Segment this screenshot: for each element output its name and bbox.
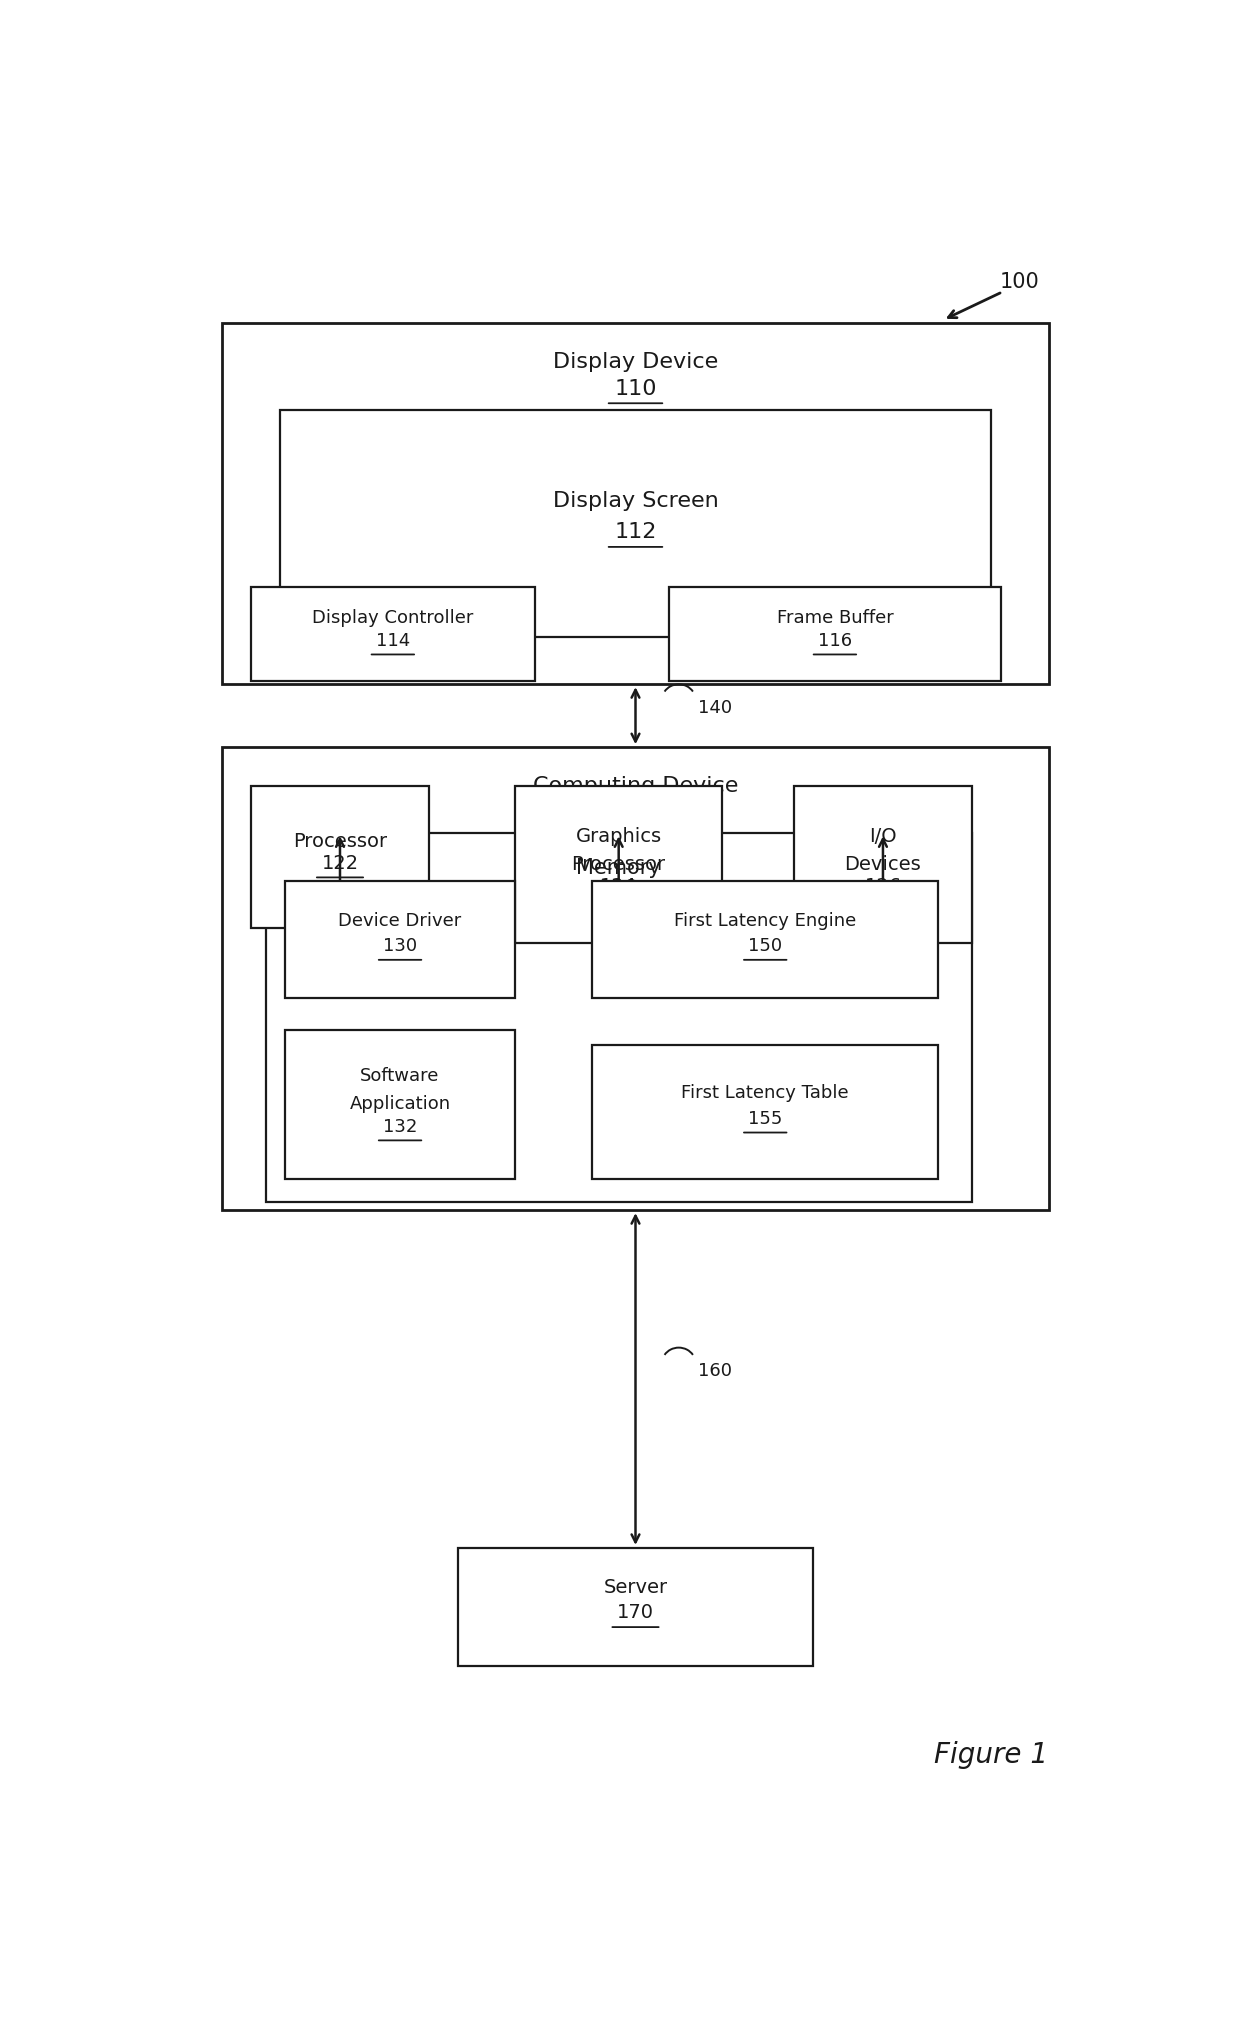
- Text: First Latency Engine: First Latency Engine: [675, 911, 857, 930]
- Bar: [285, 881, 516, 999]
- Text: 155: 155: [748, 1109, 782, 1128]
- Text: Processor: Processor: [572, 854, 666, 875]
- Text: I/O: I/O: [869, 828, 897, 846]
- Text: Device Driver: Device Driver: [339, 911, 461, 930]
- Text: 150: 150: [748, 938, 782, 954]
- Text: Graphics: Graphics: [575, 828, 662, 846]
- Text: Computing Device: Computing Device: [533, 777, 738, 797]
- Text: Server: Server: [604, 1578, 667, 1597]
- Bar: [265, 834, 972, 1203]
- Bar: [516, 787, 722, 944]
- Text: 124: 124: [600, 877, 637, 897]
- Text: Figure 1: Figure 1: [934, 1741, 1048, 1770]
- Text: 110: 110: [614, 379, 657, 398]
- Text: First Latency Table: First Latency Table: [682, 1085, 849, 1103]
- Text: 132: 132: [383, 1117, 417, 1136]
- Bar: [250, 787, 429, 928]
- Text: Application: Application: [350, 1095, 450, 1113]
- Text: 126: 126: [864, 877, 901, 897]
- Text: Frame Buffer: Frame Buffer: [776, 610, 893, 628]
- Bar: [593, 1046, 939, 1179]
- Text: Display Screen: Display Screen: [553, 491, 718, 512]
- Text: 114: 114: [376, 632, 410, 650]
- Bar: [670, 587, 1001, 681]
- Bar: [458, 1548, 813, 1666]
- Text: 160: 160: [698, 1362, 732, 1380]
- Text: 140: 140: [698, 699, 732, 718]
- Text: Display Device: Display Device: [553, 353, 718, 373]
- Text: Display Controller: Display Controller: [312, 610, 474, 628]
- Text: 116: 116: [818, 632, 852, 650]
- Bar: [250, 587, 534, 681]
- Bar: [222, 746, 1049, 1211]
- Bar: [222, 322, 1049, 685]
- Text: 170: 170: [618, 1603, 653, 1623]
- Bar: [593, 881, 939, 999]
- Text: 120: 120: [614, 803, 657, 822]
- Text: 100: 100: [999, 273, 1040, 292]
- Text: 130: 130: [383, 938, 417, 954]
- Text: Memory: Memory: [577, 858, 661, 879]
- Text: Software: Software: [361, 1066, 440, 1085]
- Bar: [794, 787, 972, 944]
- Bar: [285, 1030, 516, 1179]
- Bar: [280, 410, 991, 636]
- Text: Devices: Devices: [844, 854, 921, 875]
- Text: Processor: Processor: [293, 832, 387, 850]
- Text: 112: 112: [614, 522, 657, 542]
- Text: 128: 128: [599, 879, 639, 899]
- Text: 122: 122: [321, 854, 358, 873]
